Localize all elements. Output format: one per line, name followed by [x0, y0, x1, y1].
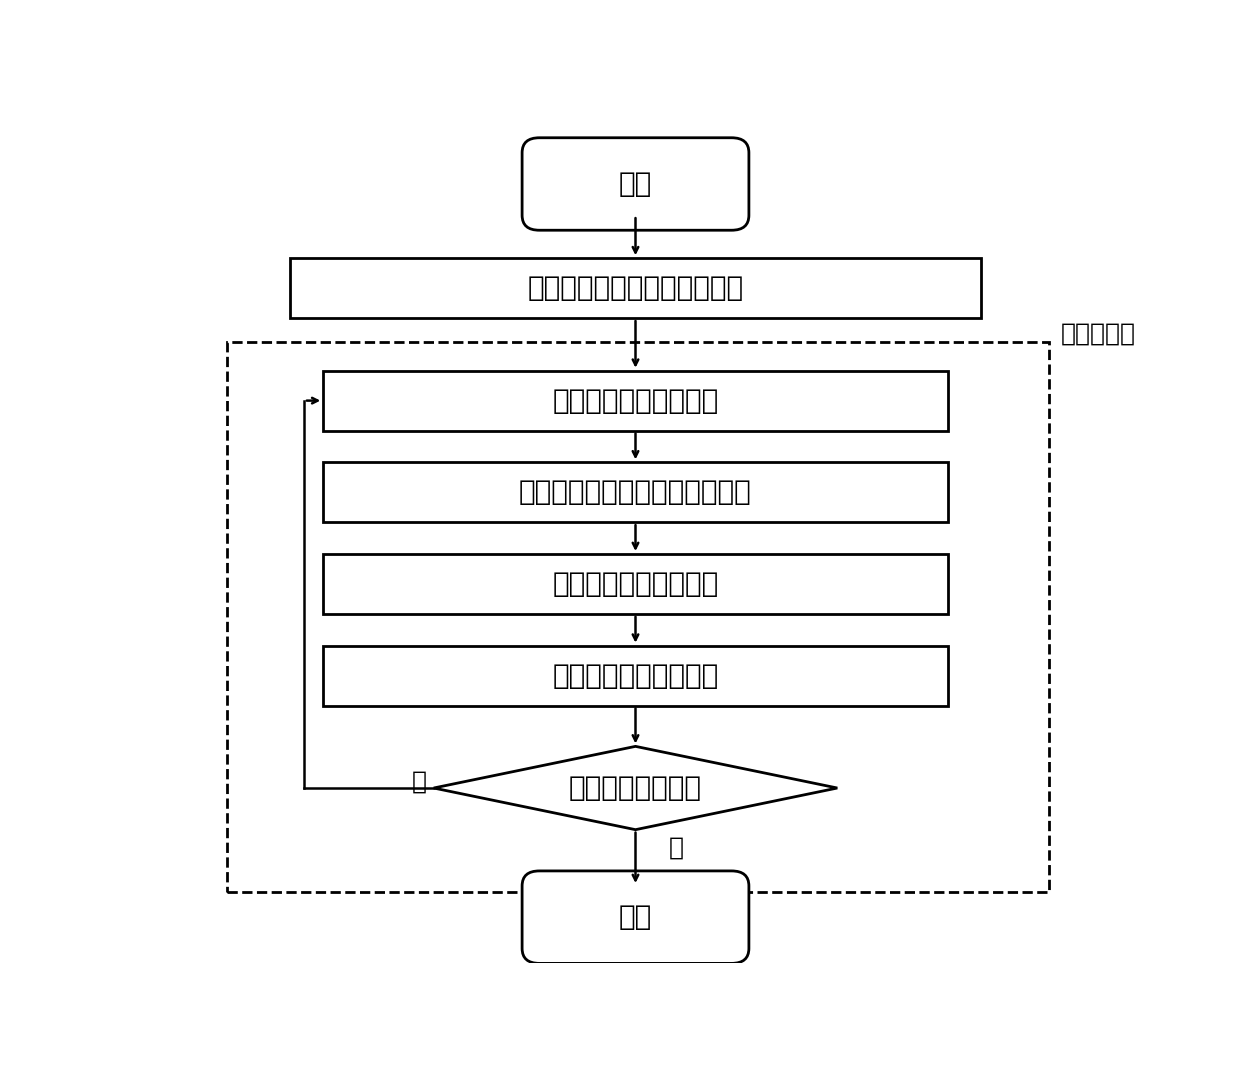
Bar	[290, 259, 982, 318]
Text: 生成当前线网的布线图: 生成当前线网的布线图	[552, 386, 719, 414]
Text: 线网集连接: 线网集连接	[1060, 322, 1136, 346]
Text: 是: 是	[670, 836, 684, 860]
Text: 开始: 开始	[619, 170, 652, 198]
Text: 按照两个标准对所有线网排序: 按照两个标准对所有线网排序	[527, 274, 744, 302]
Bar	[324, 646, 947, 705]
Bar	[324, 371, 947, 431]
Text: 结束: 结束	[619, 903, 652, 932]
Text: 连接完所有线网？: 连接完所有线网？	[569, 774, 702, 802]
Text: 使用斯坦纳树算法连接当前线网: 使用斯坦纳树算法连接当前线网	[520, 478, 751, 506]
Bar	[324, 554, 947, 613]
FancyBboxPatch shape	[522, 137, 749, 230]
Text: 否: 否	[412, 769, 427, 793]
Polygon shape	[434, 747, 837, 830]
Text: 更新布线图中边的代价: 更新布线图中边的代价	[552, 661, 719, 689]
Text: 记录当前线网的拓扑图: 记录当前线网的拓扑图	[552, 570, 719, 598]
FancyBboxPatch shape	[522, 871, 749, 963]
Bar	[324, 462, 947, 523]
Bar	[227, 342, 1049, 893]
